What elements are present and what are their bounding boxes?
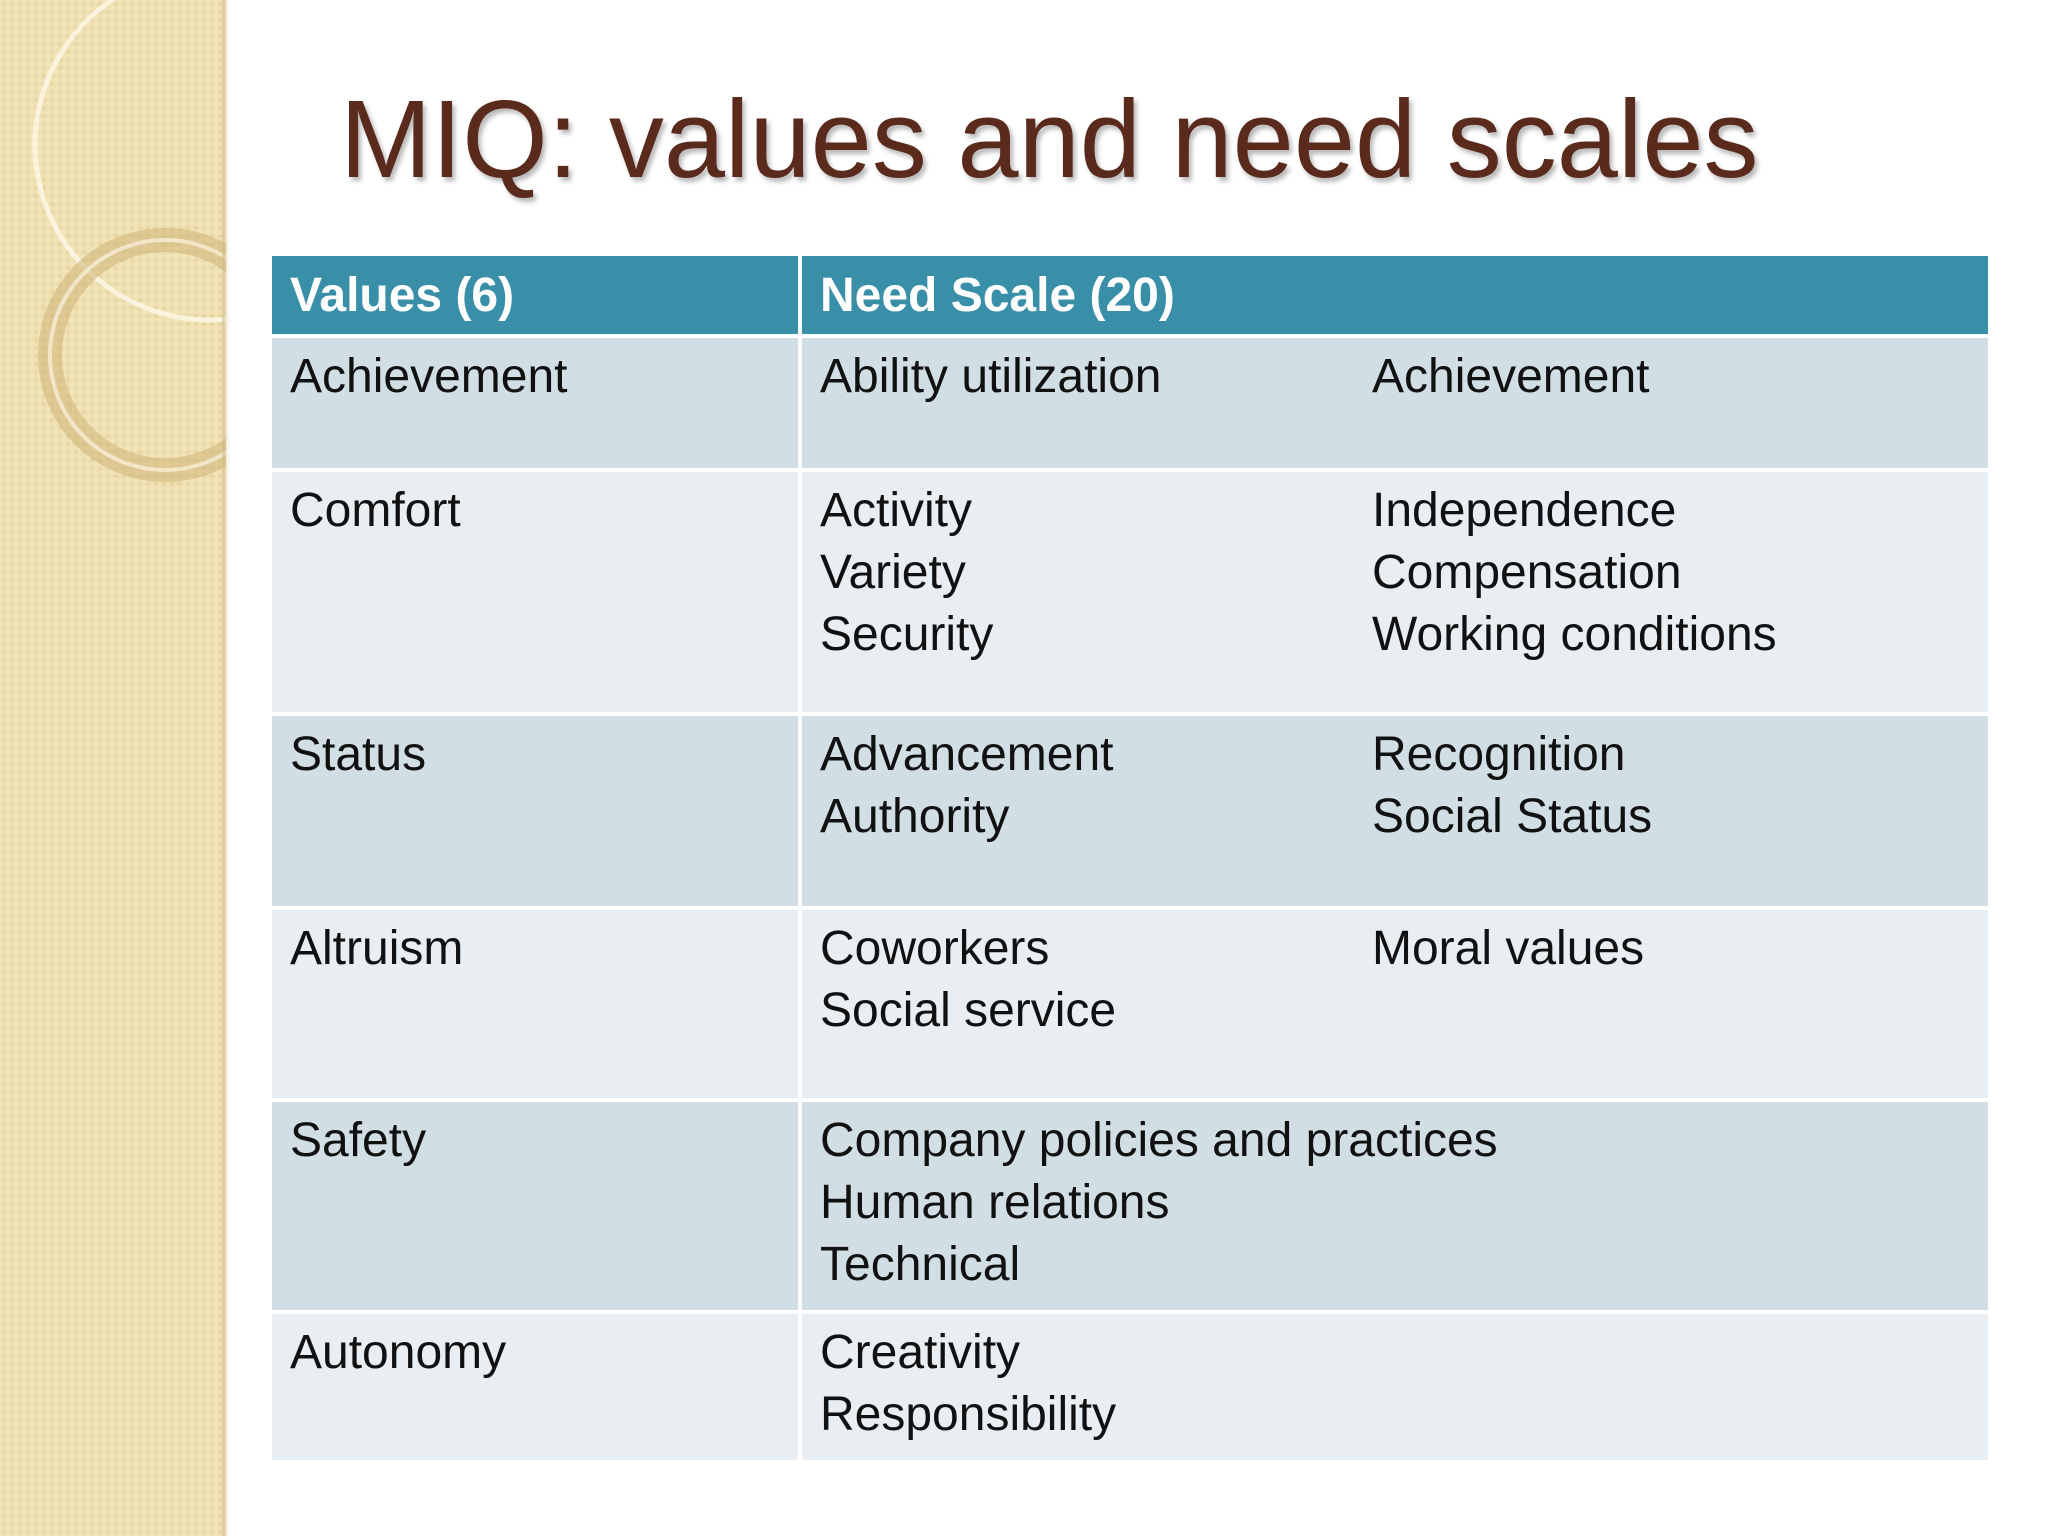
need-cell: Advancement Recognition Authority Social… bbox=[802, 716, 1988, 906]
need-item: Social service bbox=[820, 984, 1117, 1037]
need-item: Authority bbox=[820, 790, 1010, 843]
slide-title: MIQ: values and need scales bbox=[340, 78, 1759, 201]
header-need-scale: Need Scale (20) bbox=[802, 256, 1988, 334]
miq-table: Values (6) Need Scale (20) Achievement A… bbox=[268, 252, 1992, 1464]
need-item: Ability utilization bbox=[820, 350, 1162, 403]
need-cell: Coworkers Moral values Social service bbox=[802, 910, 1988, 1098]
value-cell: Status bbox=[272, 716, 798, 906]
table-row: Achievement Ability utilization Achievem… bbox=[272, 338, 1988, 468]
need-item: Coworkers bbox=[820, 922, 1050, 975]
need-cell: Ability utilization Achievement bbox=[802, 338, 1988, 468]
need-item: Creativity bbox=[820, 1326, 1021, 1379]
need-item: Responsibility bbox=[820, 1388, 1117, 1441]
table-row: Comfort Activity Independence Variety Co… bbox=[272, 472, 1988, 712]
side-band-edge bbox=[222, 0, 230, 1536]
need-item: Social Status bbox=[1372, 790, 1653, 843]
need-item: Advancement bbox=[820, 728, 1114, 781]
need-item: Moral values bbox=[1372, 922, 1645, 975]
need-item: Working conditions bbox=[1372, 608, 1777, 661]
need-item: Technical bbox=[820, 1238, 1021, 1291]
table-row: Safety Company policies and practices Hu… bbox=[272, 1102, 1988, 1310]
need-item: Activity bbox=[820, 484, 973, 537]
value-cell: Safety bbox=[272, 1102, 798, 1310]
need-item: Compensation bbox=[1372, 546, 1682, 599]
value-cell: Altruism bbox=[272, 910, 798, 1098]
need-item: Variety bbox=[820, 546, 966, 599]
table-row: Autonomy Creativity Responsibility bbox=[272, 1314, 1988, 1460]
need-item: Human relations bbox=[820, 1176, 1170, 1229]
need-cell: Company policies and practices Human rel… bbox=[802, 1102, 1988, 1310]
need-item: Independence bbox=[1372, 484, 1677, 537]
table-row: Altruism Coworkers Moral values Social s… bbox=[272, 910, 1988, 1098]
decorative-side-band bbox=[0, 0, 226, 1536]
need-item: Achievement bbox=[1372, 350, 1650, 403]
need-item: Recognition bbox=[1372, 728, 1626, 781]
value-cell: Comfort bbox=[272, 472, 798, 712]
need-item: Company policies and practices bbox=[820, 1114, 1498, 1167]
decorative-rings-icon bbox=[32, 0, 226, 482]
table-header-row: Values (6) Need Scale (20) bbox=[272, 256, 1988, 334]
need-cell: Activity Independence Variety Compensati… bbox=[802, 472, 1988, 712]
value-cell: Achievement bbox=[272, 338, 798, 468]
header-values: Values (6) bbox=[272, 256, 798, 334]
need-item: Security bbox=[820, 608, 994, 661]
table-row: Status Advancement Recognition Authority… bbox=[272, 716, 1988, 906]
value-cell: Autonomy bbox=[272, 1314, 798, 1460]
need-cell: Creativity Responsibility bbox=[802, 1314, 1988, 1460]
